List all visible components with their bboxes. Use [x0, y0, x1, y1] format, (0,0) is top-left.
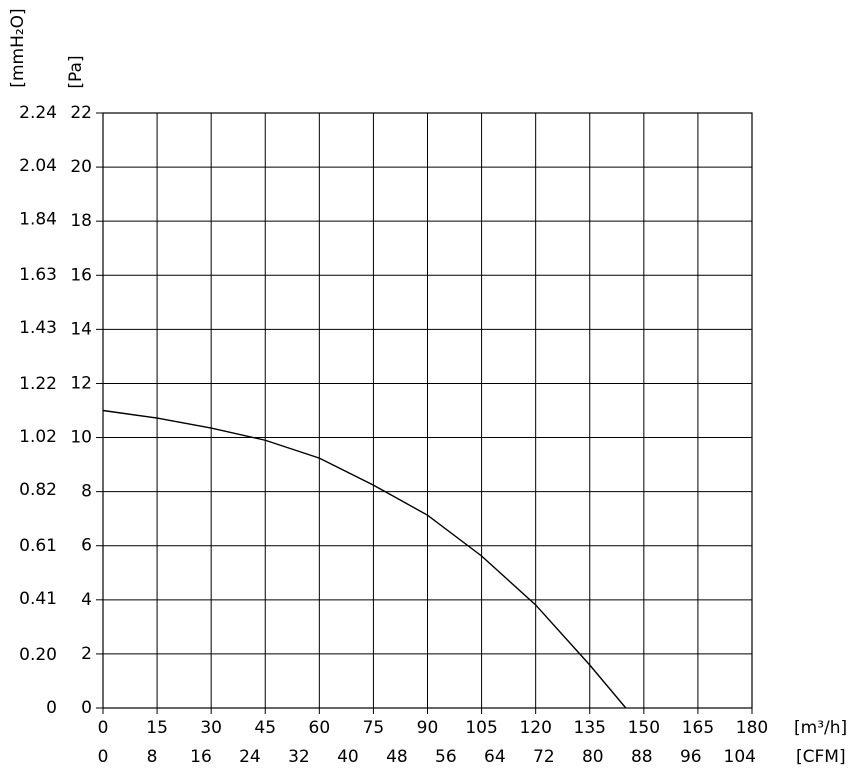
y-axis-label: [Pa] [66, 55, 86, 88]
x2-tick-label: 24 [239, 747, 261, 767]
y-tick-label: 22 [70, 103, 92, 123]
y2-tick-label: 1.02 [19, 427, 57, 447]
y-tick-label: 10 [70, 428, 92, 448]
y2-tick-label: 1.43 [19, 318, 57, 338]
x-tick-label: 30 [200, 718, 222, 738]
x-tick-label: 120 [519, 718, 551, 738]
x2-tick-label: 48 [386, 747, 408, 767]
x-tick-label: 0 [98, 718, 109, 738]
y-tick-label: 14 [70, 319, 92, 339]
x-tick-label: 75 [363, 718, 385, 738]
x2-tick-label: 16 [190, 747, 212, 767]
x-tick-label: 15 [146, 718, 168, 738]
x-tick-label: 60 [309, 718, 331, 738]
y2-tick-label: 0.41 [19, 589, 57, 609]
y-tick-label: 6 [81, 536, 92, 556]
x2-tick-label: 104 [724, 747, 756, 767]
y2-tick-label: 2.04 [19, 156, 57, 176]
y2-tick-label: 0.20 [19, 645, 57, 665]
x2-tick-label: 8 [147, 747, 158, 767]
y2-tick-label: 0 [46, 698, 57, 718]
y-tick-label: 20 [70, 157, 92, 177]
y-tick-label: 8 [81, 482, 92, 502]
x2-tick-label: 0 [98, 747, 109, 767]
y-tick-label: 18 [70, 211, 92, 231]
x2-tick-label: 96 [680, 747, 702, 767]
x-tick-label: 90 [417, 718, 439, 738]
x2-tick-label: 56 [435, 747, 457, 767]
x2-tick-label: 80 [582, 747, 604, 767]
y2-tick-label: 2.24 [19, 103, 57, 123]
y2-axis-label: [mmH₂O] [8, 8, 28, 87]
y2-tick-label: 0.82 [19, 480, 57, 500]
x-tick-label: 165 [682, 718, 714, 738]
y-tick-label: 2 [81, 644, 92, 664]
x2-tick-label: 72 [533, 747, 555, 767]
x-tick-label: 150 [628, 718, 660, 738]
y-tick-label: 0 [81, 698, 92, 718]
x2-tick-label: 64 [484, 747, 506, 767]
x2-tick-label: 88 [631, 747, 653, 767]
x-tick-label: 135 [574, 718, 606, 738]
x-tick-label: 105 [465, 718, 497, 738]
x-tick-label: 45 [254, 718, 276, 738]
y2-tick-label: 1.63 [19, 265, 57, 285]
y2-tick-label: 0.61 [19, 536, 57, 556]
y-tick-label: 12 [70, 373, 92, 393]
y2-tick-label: 1.84 [19, 209, 57, 229]
x2-axis-label: [CFM] [796, 747, 846, 767]
x2-tick-label: 40 [337, 747, 359, 767]
x-tick-label: 180 [736, 718, 768, 738]
y-tick-label: 16 [70, 265, 92, 285]
x-axis-label: [m³/h] [794, 718, 847, 738]
y-tick-label: 4 [81, 590, 92, 610]
y2-tick-label: 1.22 [19, 374, 57, 394]
x2-tick-label: 32 [288, 747, 310, 767]
curve [102, 409, 627, 709]
